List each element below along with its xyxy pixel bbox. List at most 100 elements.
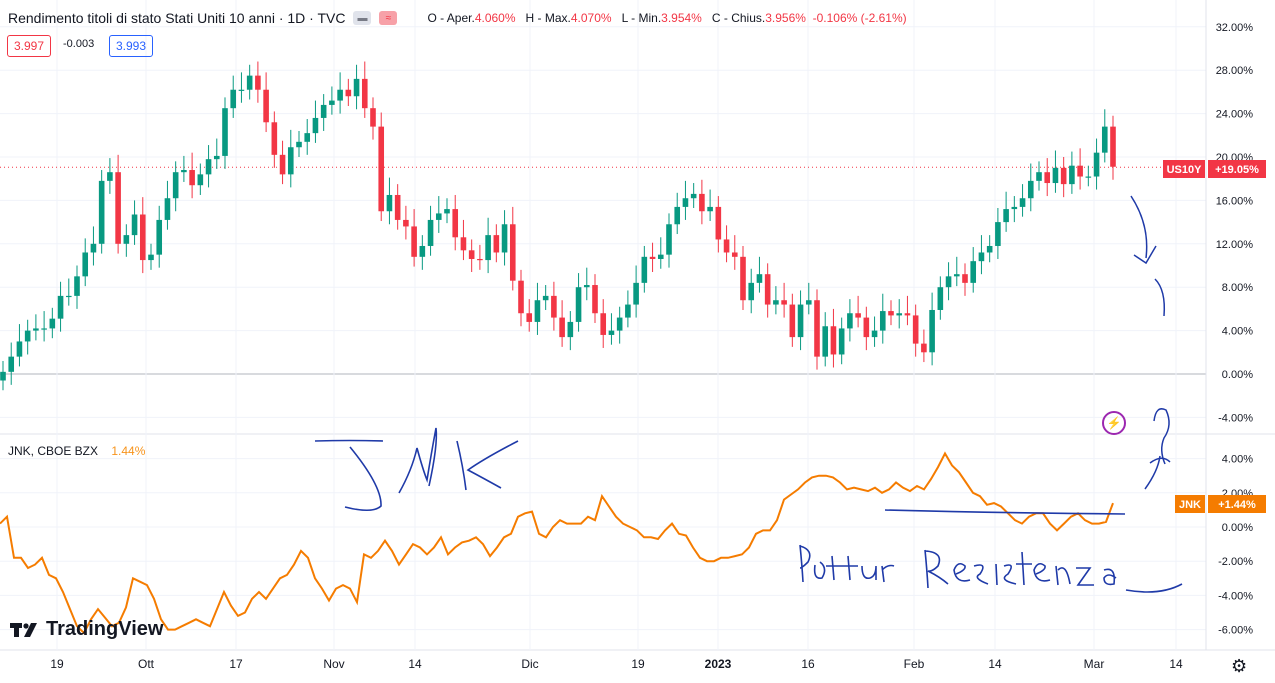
candle-body <box>534 300 541 322</box>
y-tick-main: 8.00% <box>1222 282 1253 294</box>
candle-body <box>493 235 500 253</box>
candle-body <box>542 295 549 301</box>
candle-body <box>649 256 656 259</box>
candle-body <box>181 170 187 173</box>
candle-body <box>896 313 903 316</box>
handdrawn-mark-1 <box>1154 278 1166 317</box>
candle-body <box>625 304 631 318</box>
y-tick-main: 32.00% <box>1216 22 1254 34</box>
y-tick-sub: -4.00% <box>1218 590 1253 602</box>
candle-body <box>98 180 105 244</box>
x-tick: 14 <box>988 657 1002 671</box>
y-tick-main: 16.00% <box>1216 195 1254 207</box>
x-tick: 17 <box>229 657 243 671</box>
candle-body <box>805 300 812 305</box>
candle-body <box>329 100 335 105</box>
handdrawn-jnk-n <box>398 427 438 494</box>
candle-body <box>715 206 722 240</box>
x-tick: Ott <box>138 657 155 671</box>
candle-body <box>616 317 623 331</box>
jnk-badge-label-bg <box>1175 495 1205 513</box>
candle-body <box>912 315 919 344</box>
candle-body <box>477 258 483 261</box>
candle-body <box>682 198 689 207</box>
us10y-badge-label-bg <box>1163 160 1205 178</box>
x-tick: Mar <box>1084 657 1105 671</box>
candle-body <box>419 245 426 257</box>
us10y-badge-value-bg <box>1208 160 1266 178</box>
y-tick-sub: -6.00% <box>1218 625 1253 637</box>
candle-body <box>337 89 343 101</box>
candle-body <box>189 170 195 186</box>
candle-body <box>8 356 15 372</box>
candle-body <box>575 287 582 322</box>
candle-body <box>674 206 681 225</box>
y-tick-main: 28.00% <box>1216 65 1254 77</box>
y-tick-sub: -2.00% <box>1218 556 1253 568</box>
bid-price[interactable]: 3.997 <box>7 35 52 57</box>
x-tick: 16 <box>801 657 815 671</box>
handdrawn-down-arrow <box>1130 195 1157 265</box>
lightning-icon[interactable]: ⚡ <box>1102 411 1126 435</box>
candle-body <box>370 108 376 127</box>
candle-body <box>394 194 401 220</box>
candle-body <box>781 300 787 305</box>
jnk-badge-value: +1.44% <box>1218 499 1256 511</box>
x-tick: 14 <box>1169 657 1183 671</box>
x-tick: 2023 <box>705 657 732 671</box>
candle-body <box>1044 172 1051 184</box>
candle-body <box>361 78 368 109</box>
candle-body <box>740 256 746 301</box>
candle-body <box>246 75 253 90</box>
candle-body <box>1085 176 1092 178</box>
candle-body <box>279 154 286 175</box>
handdrawn-jnk-j <box>314 439 384 512</box>
candle-body <box>16 341 23 357</box>
candle-body <box>1101 126 1108 153</box>
candle-body <box>962 274 968 283</box>
candle-body <box>526 313 533 322</box>
tradingview-logo: TradingView <box>10 618 163 641</box>
candle-body <box>287 147 294 175</box>
candle-body <box>1027 180 1034 199</box>
jnk-pct: 1.44% <box>111 444 146 458</box>
chart-title: Rendimento titoli di stato Stati Uniti 1… <box>8 10 346 26</box>
compare-icon[interactable]: ≈ <box>379 11 398 25</box>
candle-body <box>312 117 319 134</box>
candle-body <box>57 295 64 319</box>
candle-body <box>197 174 204 186</box>
candle-body <box>937 287 944 310</box>
x-tick: Nov <box>323 657 344 671</box>
candle-body <box>600 313 607 335</box>
candle-body <box>567 321 574 338</box>
candle-body <box>699 193 705 212</box>
x-tick: 14 <box>408 657 422 671</box>
candle-body <box>723 239 730 253</box>
candle-body <box>822 326 829 357</box>
candle-body <box>222 108 228 156</box>
handdrawn-resistenza <box>924 549 1183 593</box>
candle-body <box>90 243 97 253</box>
candle-body <box>756 274 763 283</box>
tradingview-logo-icon <box>10 622 37 637</box>
candle-body <box>871 330 878 338</box>
candle-body <box>888 311 894 316</box>
candle-body <box>230 89 237 109</box>
candle-body <box>164 198 171 220</box>
y-tick-main: 12.00% <box>1216 239 1254 251</box>
ask-price[interactable]: 3.993 <box>109 35 154 57</box>
x-tick: 19 <box>631 657 645 671</box>
jnk-badge-value-bg <box>1208 495 1266 513</box>
candle-body <box>1003 209 1009 223</box>
candle-body <box>551 295 557 318</box>
candle-body <box>814 300 820 357</box>
candle-body <box>509 224 516 281</box>
candle-body <box>296 141 302 148</box>
minus-icon[interactable]: ▬ <box>353 11 372 25</box>
candle-body <box>139 214 146 261</box>
gear-icon[interactable]: ⚙ <box>1231 656 1248 676</box>
candle-body <box>263 89 269 123</box>
candle-body <box>444 209 450 214</box>
x-tick: Dic <box>521 657 538 671</box>
